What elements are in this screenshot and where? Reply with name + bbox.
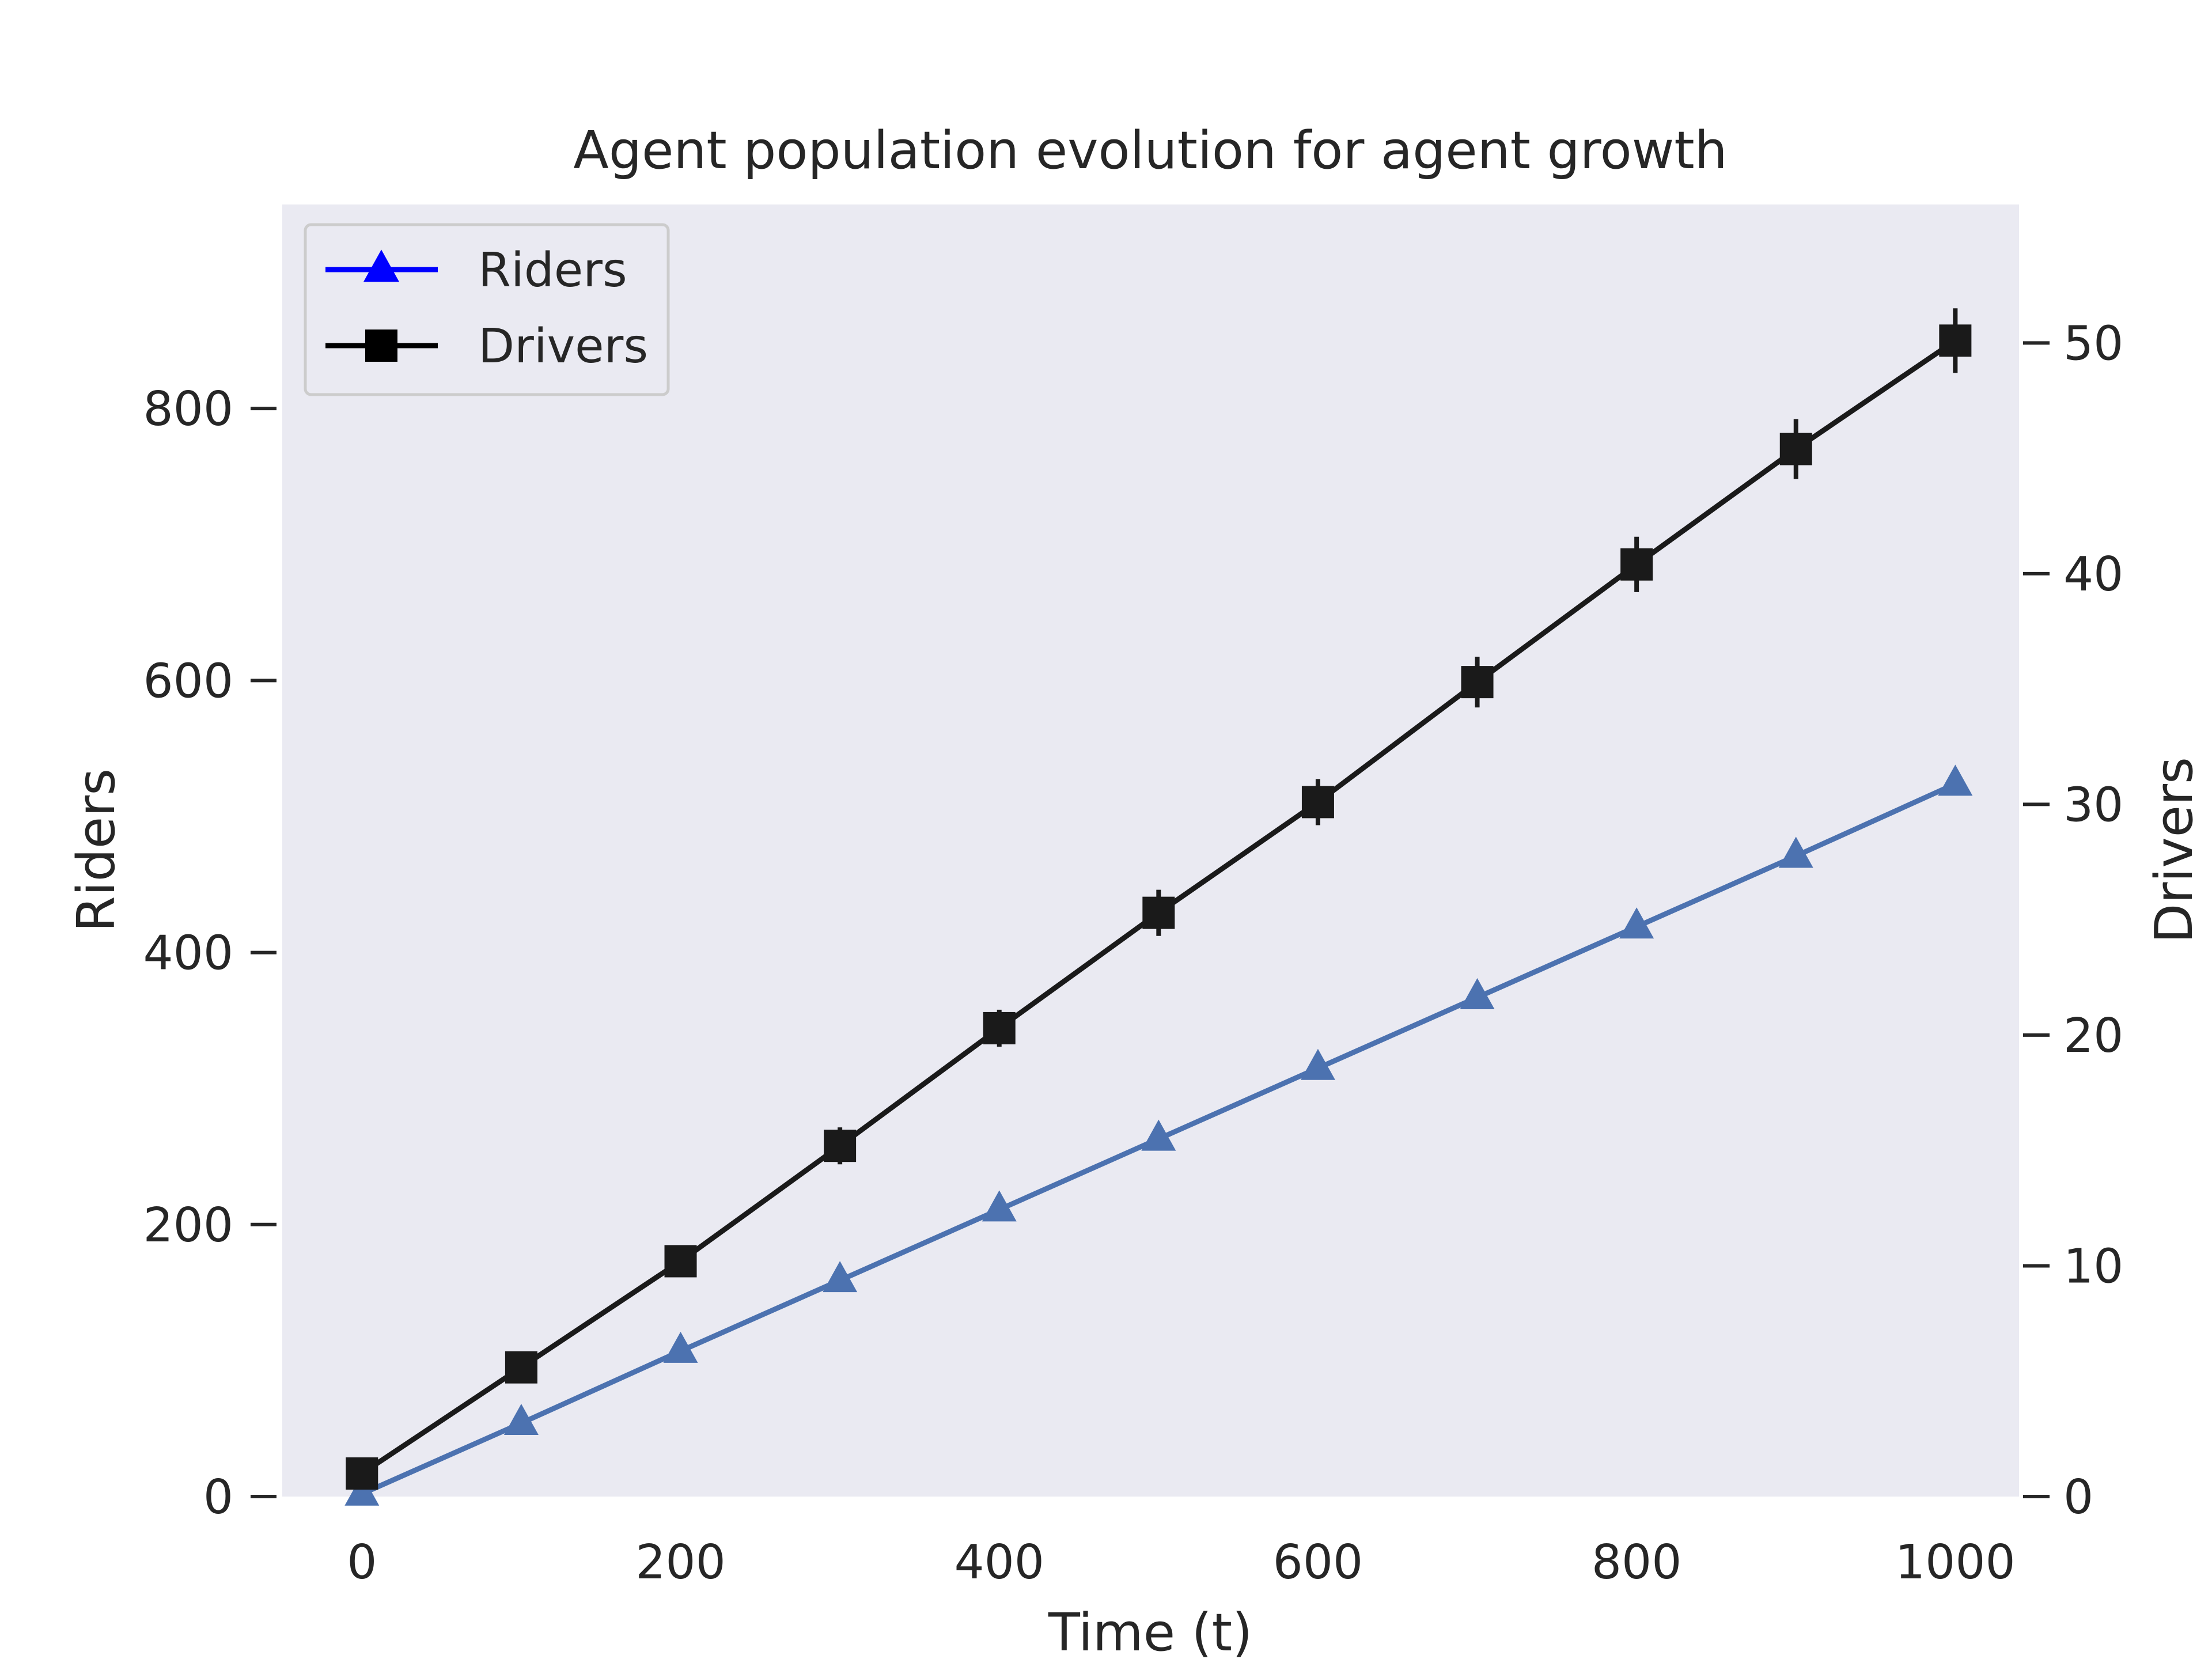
y2-tick-label: 30 (2063, 778, 2123, 832)
x-tick-label: 800 (1592, 1535, 1682, 1590)
x-tick-label: 600 (1273, 1535, 1363, 1590)
data-point-drivers (983, 1012, 1016, 1044)
data-point-riders (1778, 836, 1813, 868)
x-tick-label: 1000 (1895, 1535, 2016, 1590)
data-point-drivers (1461, 666, 1494, 699)
data-point-riders (823, 1261, 858, 1293)
x-axis-title: Time (t) (1048, 1603, 1252, 1659)
plot-background (282, 204, 2019, 1497)
data-point-drivers (824, 1130, 857, 1162)
legend: Riders Drivers (304, 223, 670, 396)
data-point-riders (503, 1404, 539, 1435)
data-point-drivers (1779, 433, 1812, 465)
data-point-riders (1300, 1048, 1335, 1080)
series-riders (344, 764, 1973, 1506)
y-tick-label: 800 (143, 382, 233, 437)
y-tick-label: 600 (143, 654, 233, 709)
y2-tick-label: 40 (2063, 547, 2123, 602)
data-point-drivers (1939, 324, 1972, 357)
data-point-drivers (664, 1245, 697, 1278)
y2-tick-label: 20 (2063, 1009, 2123, 1063)
data-point-riders (1938, 764, 1973, 796)
data-point-drivers (505, 1351, 537, 1384)
y-tick-label: 400 (143, 926, 233, 981)
legend-label-drivers: Drivers (478, 319, 648, 374)
x-tick-label: 400 (954, 1535, 1044, 1590)
data-point-riders (1460, 978, 1495, 1010)
x-tick-label: 0 (347, 1535, 377, 1590)
data-point-riders (344, 1474, 380, 1506)
y2-tick-label: 0 (2063, 1470, 2093, 1525)
data-point-drivers (1301, 786, 1334, 819)
y-tick-label: 200 (143, 1198, 233, 1253)
y-tick-label: 0 (203, 1470, 233, 1525)
legend-marker-drivers (365, 329, 397, 362)
data-point-drivers (1142, 896, 1175, 929)
data-point-drivers (346, 1457, 378, 1490)
chart-title: Agent population evolution for agent gro… (573, 120, 1727, 181)
data-point-drivers (1620, 548, 1653, 581)
data-point-riders (982, 1190, 1017, 1222)
y-axis-title: Riders (66, 768, 127, 932)
x-tick-label: 200 (635, 1535, 726, 1590)
legend-marker-riders (363, 249, 399, 282)
y2-tick-label: 10 (2063, 1239, 2123, 1294)
data-point-riders (1141, 1119, 1176, 1151)
data-point-riders (1619, 907, 1654, 939)
y2-axis-title: Drivers (2144, 757, 2205, 944)
data-point-riders (663, 1331, 698, 1363)
y2-tick-label: 50 (2063, 316, 2123, 371)
legend-label-riders: Riders (478, 243, 627, 298)
series-drivers (346, 308, 1972, 1490)
